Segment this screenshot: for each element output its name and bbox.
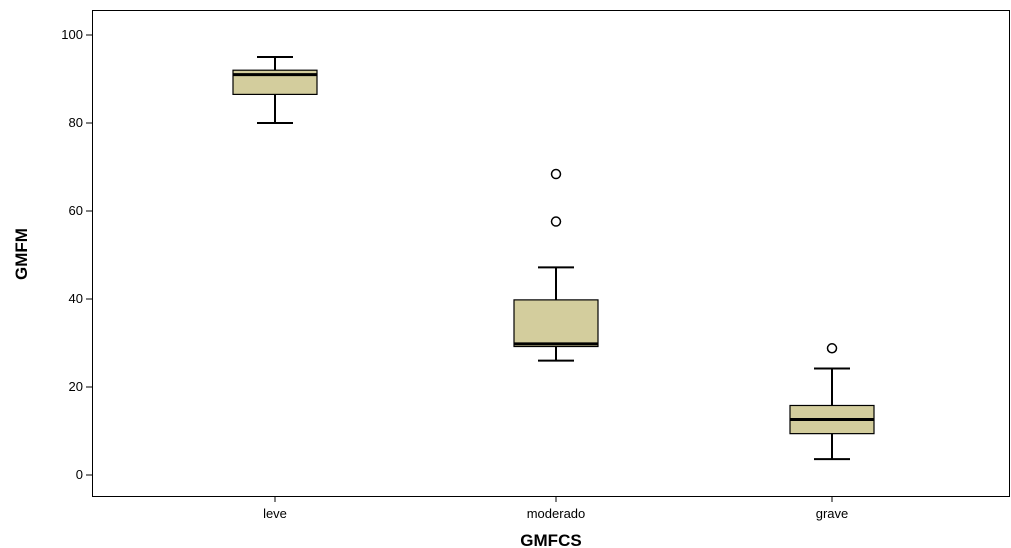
y-tick-label: 0	[76, 467, 83, 482]
outlier-point	[826, 343, 838, 354]
box-moderado	[513, 168, 599, 362]
y-tick-label: 100	[61, 27, 83, 42]
y-axis: 0 20 40 60 80 100	[61, 27, 92, 482]
x-tick-label: leve	[263, 506, 287, 521]
y-tick-label: 20	[69, 379, 83, 394]
x-axis-title: GMFCS	[520, 531, 581, 548]
x-tick-label: moderado	[527, 506, 586, 521]
box-leve	[232, 56, 318, 124]
box-grave	[789, 343, 875, 461]
boxes	[232, 56, 875, 461]
plot-frame	[92, 10, 1010, 497]
y-tick-label: 60	[69, 203, 83, 218]
y-tick-label: 80	[69, 115, 83, 130]
outlier-point	[550, 168, 562, 180]
iqr-box	[513, 299, 599, 348]
y-tick-label: 40	[69, 291, 83, 306]
x-tick-label: grave	[816, 506, 849, 521]
x-axis: leve moderado grave	[263, 496, 848, 521]
outlier-point	[550, 216, 562, 227]
y-axis-title: GMFM	[12, 228, 31, 280]
